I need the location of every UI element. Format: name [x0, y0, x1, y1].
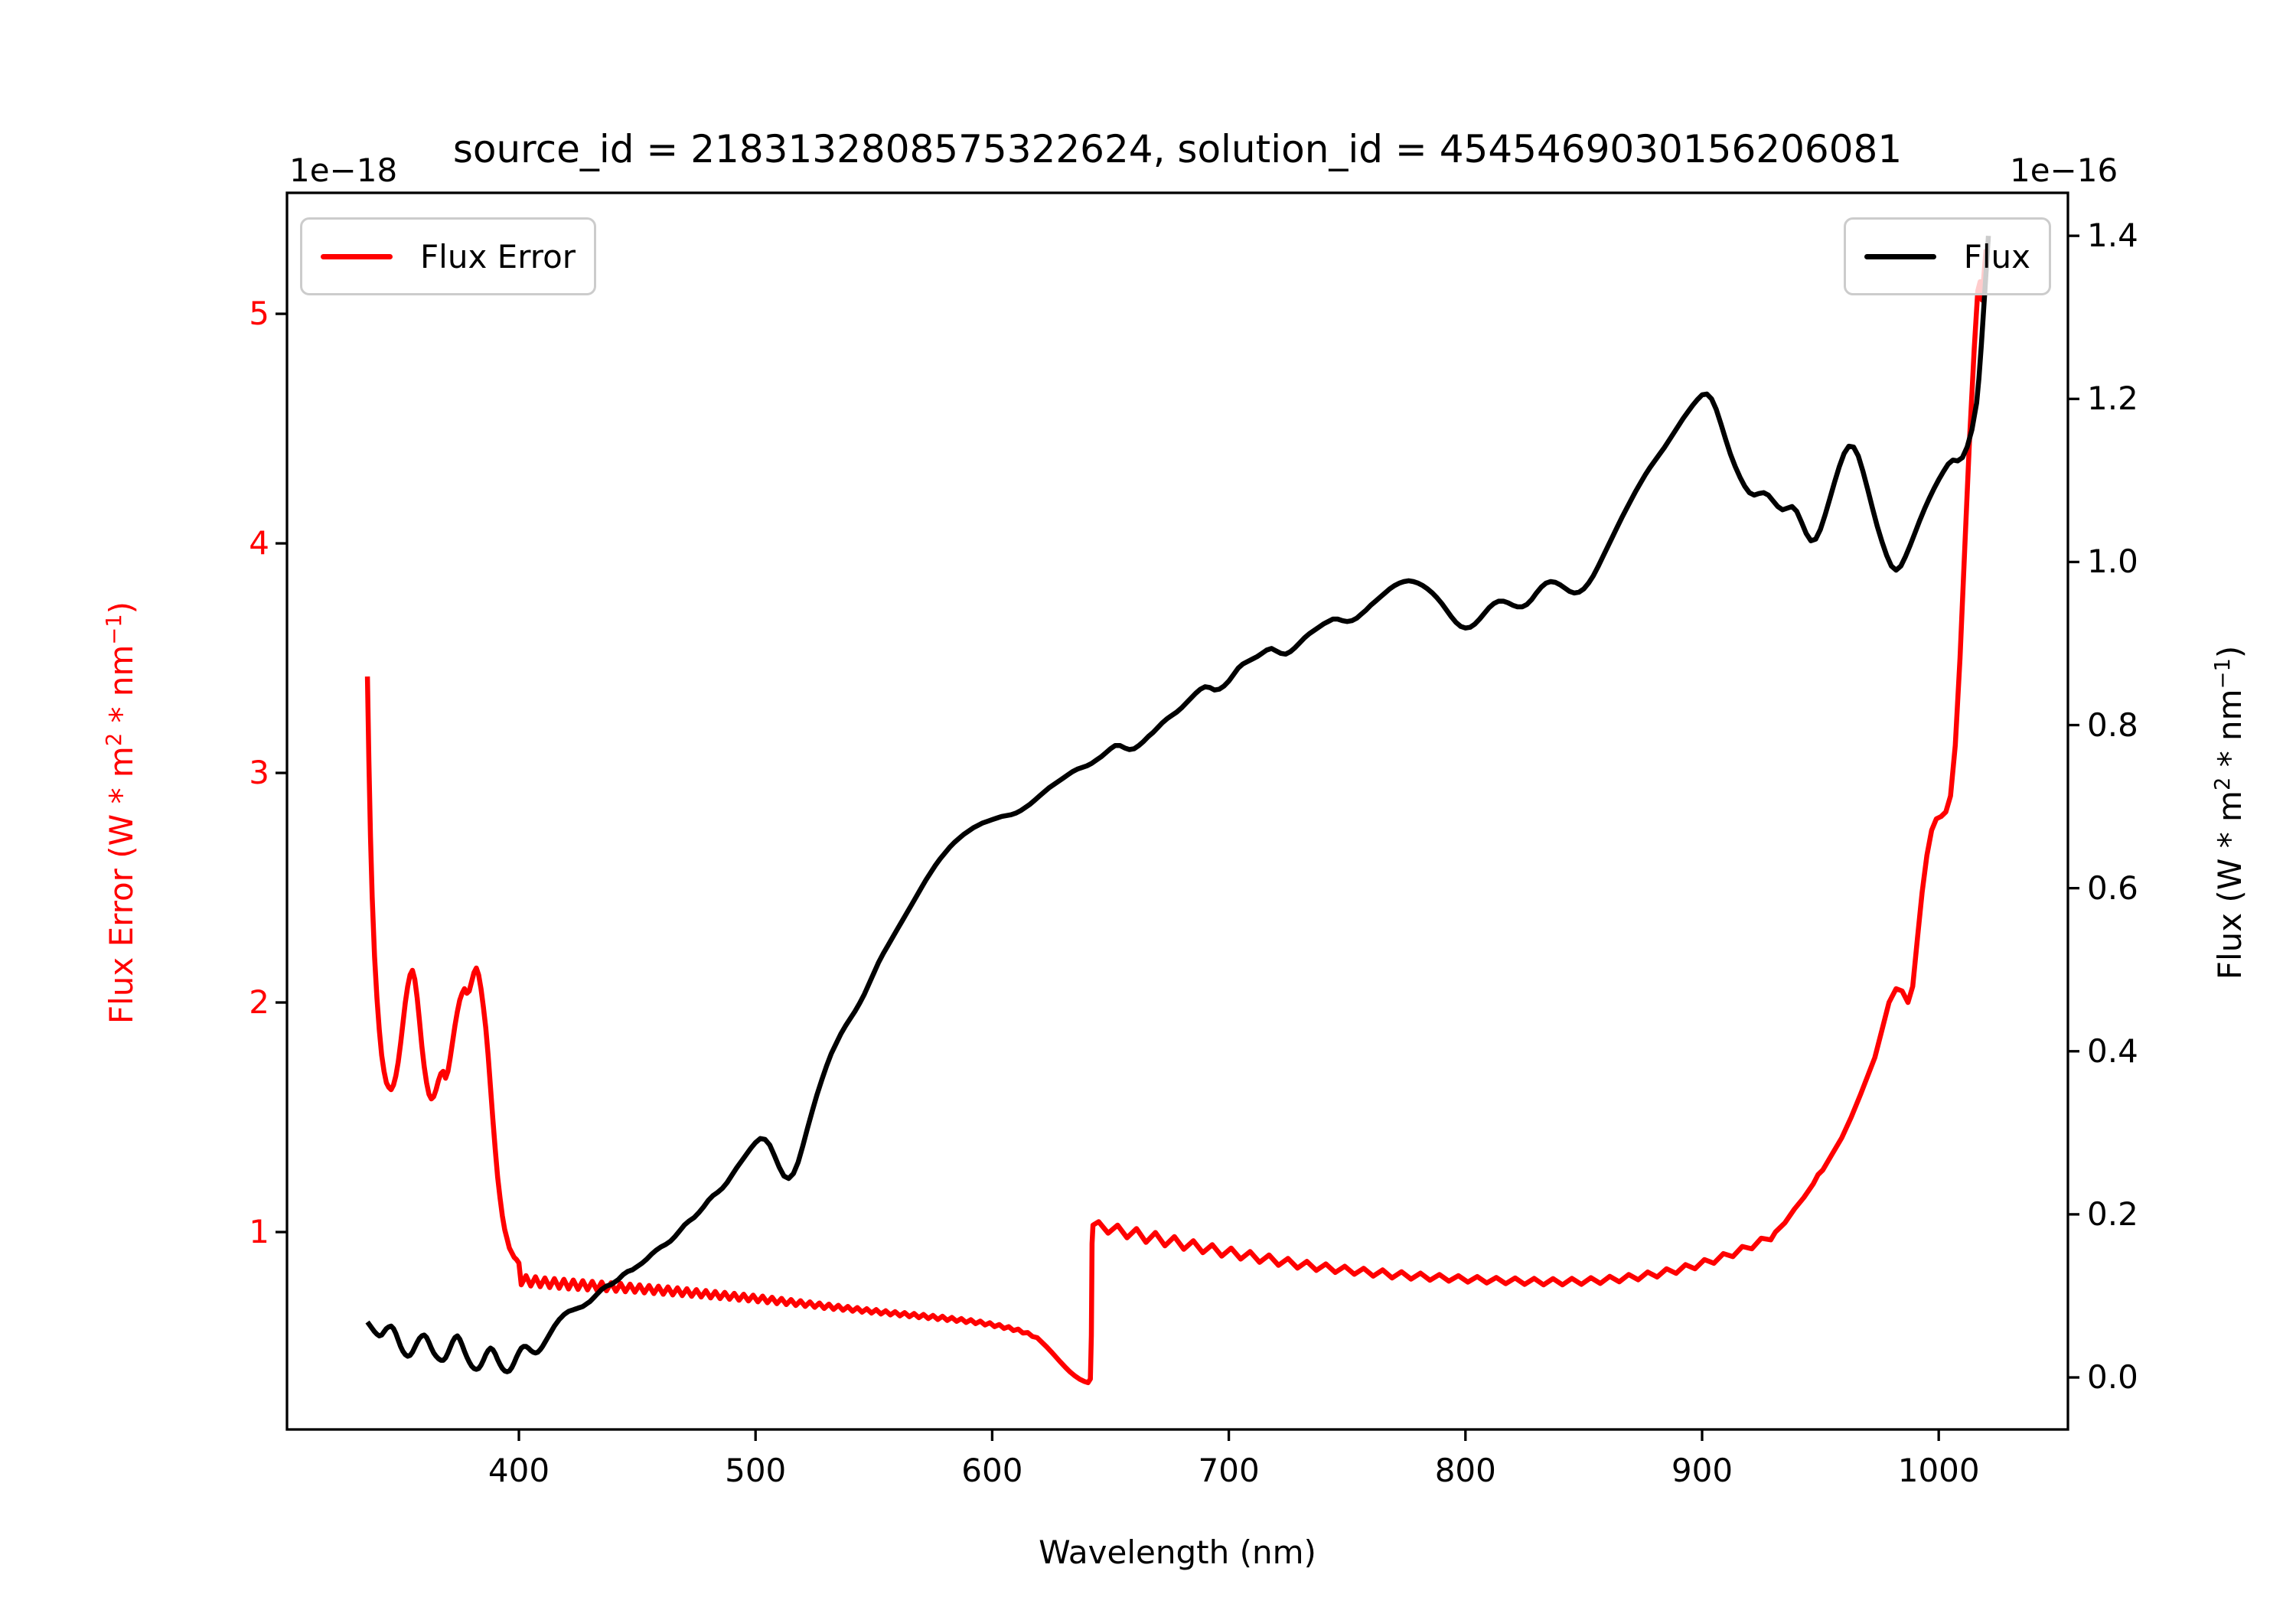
- y-left-tick-label: 1: [249, 1213, 269, 1251]
- x-tick-label: 400: [488, 1452, 550, 1489]
- flux-error-legend-line-sample: [321, 253, 393, 259]
- plot-frame: [285, 191, 2069, 1431]
- y-right-tick-label: 0.0: [2087, 1358, 2138, 1396]
- y-right-tick-label: 0.4: [2087, 1032, 2138, 1070]
- y-right-tick-label: 0.2: [2087, 1195, 2138, 1233]
- x-tick-label: 1000: [1897, 1452, 1980, 1489]
- x-axis-label: Wavelength (nm): [1039, 1534, 1316, 1571]
- y-left-offset-label: 1e−18: [289, 152, 398, 189]
- figure-title: source_id = 2183132808575322624, solutio…: [452, 127, 1903, 171]
- y-right-tick-label: 0.8: [2087, 706, 2138, 744]
- y-right-tick-label: 1.2: [2087, 380, 2138, 418]
- flux-error-line: [364, 249, 1989, 1386]
- legend-flux-error: Flux Error: [300, 217, 597, 295]
- y-right-tick-label: 1.4: [2087, 217, 2138, 255]
- y-axis-label-left: Flux Error (W * m2 * nm−1): [103, 601, 140, 1025]
- flux-line: [365, 235, 1991, 1374]
- x-tick-label: 600: [961, 1452, 1023, 1489]
- y-right-tick-label: 1.0: [2087, 543, 2138, 581]
- y-right-tick-label: 0.6: [2087, 869, 2138, 907]
- y-left-tick-label: 3: [249, 754, 269, 792]
- flux-error-legend-label: Flux Error: [420, 237, 576, 275]
- x-tick-label: 700: [1198, 1452, 1260, 1489]
- flux-legend-label: Flux: [1963, 237, 2030, 275]
- legend-flux: Flux: [1843, 217, 2051, 295]
- y-left-tick-label: 5: [249, 295, 269, 333]
- x-tick-label: 800: [1434, 1452, 1496, 1489]
- flux-legend-line-sample: [1864, 253, 1936, 259]
- y-axis-label-right: Flux (W * m2 * nm−1): [2211, 645, 2249, 980]
- x-tick-label: 900: [1671, 1452, 1733, 1489]
- x-tick-label: 500: [725, 1452, 787, 1489]
- y-left-tick-label: 2: [249, 983, 269, 1022]
- y-right-offset-label: 1e−16: [2010, 152, 2118, 189]
- y-left-tick-label: 4: [249, 524, 269, 562]
